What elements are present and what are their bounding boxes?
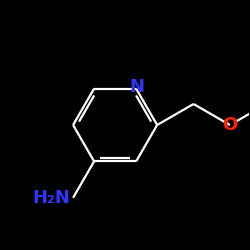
Text: H₂N: H₂N: [33, 189, 70, 207]
Text: N: N: [130, 78, 145, 96]
Text: O: O: [222, 116, 238, 134]
